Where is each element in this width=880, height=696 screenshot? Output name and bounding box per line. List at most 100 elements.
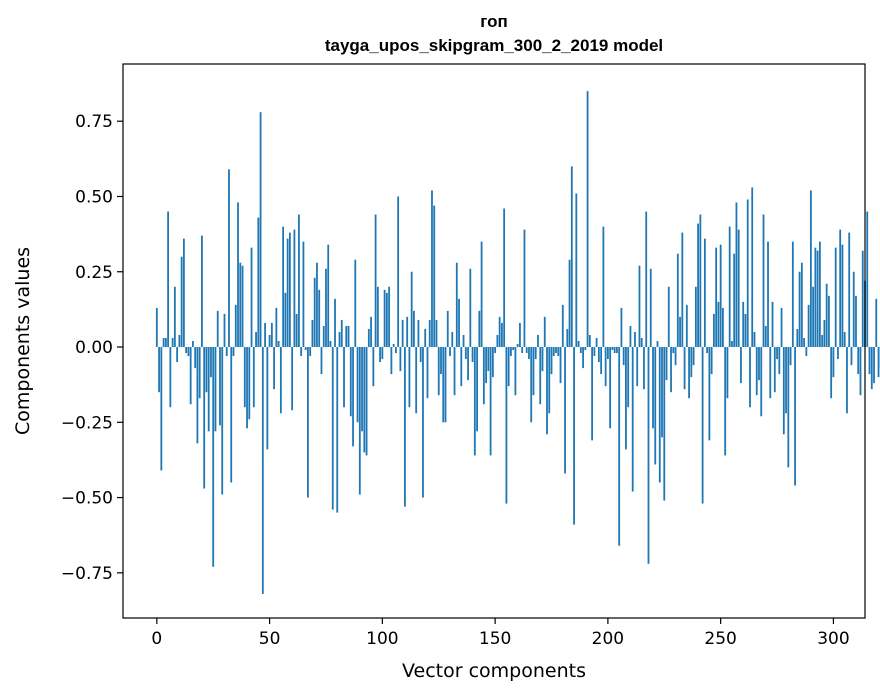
bar (404, 347, 406, 507)
bar (444, 347, 447, 423)
bar (248, 347, 251, 420)
bar (591, 347, 593, 441)
bar (426, 347, 429, 399)
bar (674, 347, 677, 366)
bar (367, 328, 370, 348)
bar (460, 347, 463, 387)
bar (243, 347, 246, 408)
bar (261, 347, 264, 594)
bar (223, 313, 226, 348)
bar (611, 347, 614, 351)
bar (462, 334, 465, 348)
x-tick-label: 100 (366, 629, 398, 649)
bar (812, 286, 815, 348)
bar (363, 347, 366, 453)
bar (198, 347, 201, 399)
bar (392, 344, 395, 348)
y-tick-label: 0.25 (75, 263, 113, 283)
bar (385, 292, 388, 348)
bar (300, 347, 303, 357)
bar (216, 310, 219, 348)
y-tick-label: −0.75 (61, 564, 113, 584)
bar (286, 238, 289, 348)
bar (740, 347, 742, 384)
bar (782, 347, 785, 435)
bar (629, 325, 632, 348)
bar (676, 253, 679, 348)
bar (370, 316, 372, 348)
bar (406, 316, 409, 348)
bar (525, 347, 528, 354)
bar (519, 322, 521, 348)
bar (758, 347, 760, 381)
bar (733, 253, 736, 348)
bar (875, 298, 878, 348)
chart-title: гоп (480, 12, 508, 31)
bar (356, 347, 359, 423)
bar (415, 347, 418, 414)
bar (726, 347, 729, 399)
y-tick-label: 0.50 (75, 187, 113, 207)
bar (715, 247, 718, 348)
bar (776, 347, 778, 360)
bar (440, 347, 442, 375)
bar (431, 190, 433, 348)
bar (361, 347, 363, 432)
bar (818, 241, 821, 348)
bar (785, 347, 787, 414)
bar (266, 347, 269, 450)
bar (852, 271, 855, 348)
bar (201, 235, 203, 348)
bar (636, 347, 639, 387)
bar (176, 347, 179, 363)
bar (530, 347, 533, 423)
bar (390, 347, 393, 375)
bar (579, 347, 582, 354)
bar (798, 271, 801, 348)
bar (458, 298, 460, 348)
bar (582, 347, 584, 369)
bar (606, 347, 609, 360)
bar (164, 337, 167, 348)
bar (331, 347, 334, 510)
bar (627, 347, 630, 408)
bar (155, 307, 158, 348)
bar (505, 347, 508, 504)
bar (690, 347, 693, 378)
x-tick-label: 200 (592, 629, 624, 649)
bar (561, 304, 564, 348)
bar (789, 347, 792, 366)
bar (543, 316, 546, 348)
bar (751, 187, 754, 348)
bar (735, 202, 738, 348)
bar (451, 331, 454, 348)
bar (791, 241, 794, 348)
bar (805, 347, 808, 357)
bar (573, 347, 575, 525)
bar (649, 268, 652, 348)
bar (336, 347, 339, 513)
bar (658, 347, 661, 483)
bar (270, 322, 273, 348)
bar (586, 91, 589, 348)
bar (559, 347, 562, 384)
bar (257, 217, 260, 348)
bar (679, 316, 681, 348)
bar (279, 347, 282, 414)
bar (654, 347, 657, 465)
bar (848, 232, 851, 348)
bar (597, 347, 600, 363)
bar (284, 292, 287, 348)
bar (214, 347, 217, 432)
bar (374, 214, 377, 348)
bar (388, 286, 391, 348)
bar (428, 319, 431, 348)
bar (417, 319, 420, 348)
bar (694, 286, 697, 348)
bar (816, 250, 819, 348)
bar (512, 347, 515, 351)
bar (568, 259, 571, 348)
bar (584, 347, 587, 351)
bar (302, 241, 305, 348)
